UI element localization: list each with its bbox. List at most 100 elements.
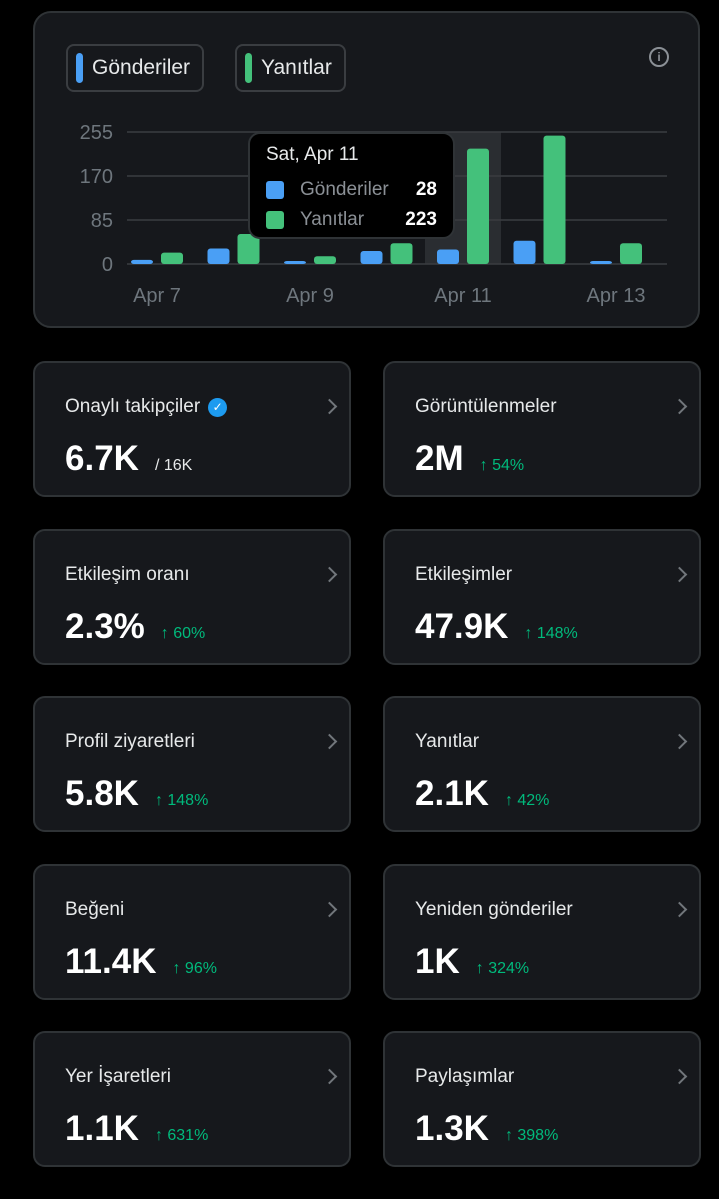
y-tick-label: 0 [102, 254, 113, 276]
metric-value-wrap: 47.9K ↑ 148% [415, 607, 578, 647]
metric-value-wrap: 1.3K ↑ 398% [415, 1109, 558, 1149]
metric-card-paylasimlar[interactable]: Paylaşımlar 1.3K ↑ 398% [383, 1031, 701, 1167]
metric-value-wrap: 2.1K ↑ 42% [415, 774, 549, 814]
metric-value: 6.7K [65, 439, 139, 478]
bar-yanıtlar [161, 252, 183, 264]
bar-yanıtlar [620, 243, 642, 264]
verified-badge-icon: ✓ [208, 397, 228, 417]
x-tick-label: Apr 7 [133, 285, 181, 307]
metric-value: 1.3K [415, 1109, 489, 1148]
tooltip-swatch [266, 211, 284, 229]
tooltip-title: Sat, Apr 11 [266, 144, 359, 165]
metric-card-begeni[interactable]: Beğeni 11.4K ↑ 96% [33, 864, 351, 1000]
legend-swatch [245, 53, 252, 83]
bar-gönderiler [284, 261, 306, 264]
metric-value: 2M [415, 439, 464, 478]
metric-value-wrap: 6.7K / 16K [65, 439, 192, 479]
legend-swatch [76, 53, 83, 83]
bar-yanıtlar [314, 256, 336, 264]
metric-card-yanitlar[interactable]: Yanıtlar 2.1K ↑ 42% [383, 696, 701, 832]
metric-label: Görüntülenmeler [415, 396, 557, 417]
metric-label: Paylaşımlar [415, 1066, 515, 1087]
metric-change: ↑ 148% [154, 792, 209, 809]
metric-label: Yeniden gönderiler [415, 899, 573, 920]
metric-value: 2.3% [65, 607, 145, 646]
metric-value-wrap: 11.4K ↑ 96% [65, 942, 217, 982]
metric-label: Onaylı takipçiler [65, 396, 201, 417]
metric-value: 2.1K [415, 774, 489, 813]
metric-change: ↑ 148% [524, 625, 578, 642]
chart-card: Gönderiler Yanıtlar i 0 85 170 255 Apr 7 Apr … [33, 11, 700, 328]
metric-change: ↑ 631% [154, 1127, 209, 1144]
x-tick-label: Apr 9 [286, 285, 334, 307]
bar-gönderiler [437, 249, 459, 264]
chevron-right-icon [671, 566, 688, 583]
metric-value: 11.4K [65, 942, 157, 981]
metric-change: ↑ 398% [504, 1127, 559, 1144]
metric-card-yer-isaretleri[interactable]: Yer İşaretleri 1.1K ↑ 631% [33, 1031, 351, 1167]
chart-tooltip: Sat, Apr 11 Gönderiler 28 Yanıtlar 223 [248, 132, 455, 239]
legend-label: Gönderiler [92, 56, 191, 79]
metric-value-wrap: 5.8K ↑ 148% [65, 774, 208, 814]
info-icon[interactable]: i [649, 47, 669, 67]
y-tick-label: 85 [91, 210, 113, 232]
y-tick-label: 170 [80, 166, 113, 188]
bar-gönderiler [207, 248, 230, 264]
metric-value-wrap: 1.1K ↑ 631% [65, 1109, 208, 1149]
bar-yanıtlar [467, 148, 489, 264]
metric-label: Yer İşaretleri [65, 1066, 171, 1087]
metric-change: ↑ 42% [504, 792, 550, 809]
metric-card-profil-ziyaretleri[interactable]: Profil ziyaretleri 5.8K ↑ 148% [33, 696, 351, 832]
legend-toggle-yanitlar[interactable]: Yanıtlar [235, 44, 346, 92]
bar-yanıtlar [543, 135, 566, 264]
metric-value: 5.8K [65, 774, 139, 813]
bar-gönderiler [131, 259, 153, 264]
metric-card-goruntulenmeler[interactable]: Görüntülenmeler 2M ↑ 54% [383, 361, 701, 497]
metric-label: Beğeni [65, 899, 125, 920]
metric-total: / 16K [154, 457, 193, 474]
metric-change: ↑ 60% [160, 625, 206, 642]
tooltip-row: Gönderiler 28 [266, 175, 437, 205]
tooltip-swatch [266, 181, 284, 199]
metric-value: 1K [415, 942, 460, 981]
metric-label-wrap: Onaylı takipçiler ✓ [65, 396, 228, 418]
metric-label: Etkileşimler [415, 564, 513, 585]
x-tick-label: Apr 13 [587, 285, 646, 307]
bar-gönderiler [360, 251, 383, 264]
y-tick-label: 255 [80, 122, 113, 144]
chevron-right-icon [671, 733, 688, 750]
chevron-right-icon [671, 398, 688, 415]
chevron-right-icon [321, 1068, 338, 1085]
metric-label: Yanıtlar [415, 731, 480, 752]
metric-card-etkilesimler[interactable]: Etkileşimler 47.9K ↑ 148% [383, 529, 701, 665]
tooltip-series-name: Yanıtlar [300, 209, 365, 230]
metric-value: 1.1K [65, 1109, 139, 1148]
chevron-right-icon [321, 733, 338, 750]
tooltip-row: Yanıtlar 223 [266, 205, 437, 235]
legend-label: Yanıtlar [261, 56, 332, 79]
metric-card-etkilesim-orani[interactable]: Etkileşim oranı 2.3% ↑ 60% [33, 529, 351, 665]
metric-change: ↑ 324% [475, 960, 530, 977]
metric-card-yeniden-gonderiler[interactable]: Yeniden gönderiler 1K ↑ 324% [383, 864, 701, 1000]
chevron-right-icon [321, 566, 338, 583]
tooltip-series-name: Gönderiler [300, 179, 389, 200]
x-tick-label: Apr 11 [434, 285, 491, 307]
bar-gönderiler [513, 240, 536, 264]
bar-gönderiler [590, 261, 612, 264]
metric-change: ↑ 96% [172, 960, 217, 977]
tooltip-series-value: 223 [405, 209, 437, 230]
chevron-right-icon [671, 1068, 688, 1085]
metric-value-wrap: 2M ↑ 54% [415, 439, 524, 479]
metric-label: Etkileşim oranı [65, 564, 190, 585]
chevron-right-icon [671, 901, 688, 918]
legend-toggle-gonderiler[interactable]: Gönderiler [66, 44, 205, 92]
bar-yanıtlar [237, 233, 260, 264]
tooltip-series-value: 28 [415, 179, 437, 200]
metric-change: ↑ 54% [479, 457, 525, 474]
chevron-right-icon [321, 901, 338, 918]
metric-value-wrap: 2.3% ↑ 60% [65, 607, 205, 647]
chevron-right-icon [321, 398, 338, 415]
metric-card-onayli-takipciler[interactable]: Onaylı takipçiler ✓ 6.7K / 16K [33, 361, 351, 497]
metric-value: 47.9K [415, 607, 509, 646]
metric-label: Profil ziyaretleri [65, 731, 195, 752]
